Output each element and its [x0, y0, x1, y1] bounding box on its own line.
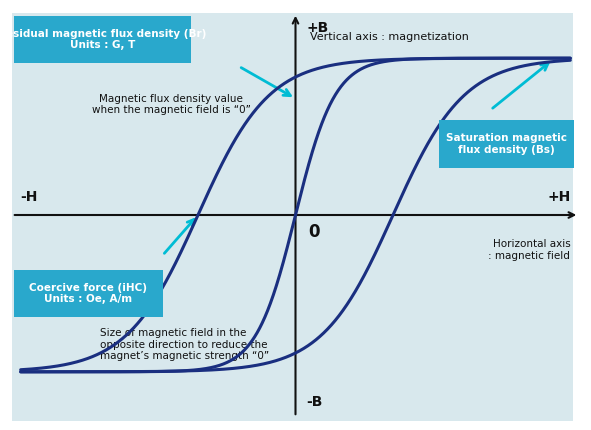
Text: Size of magnetic field in the
opposite direction to reduce the
magnet’s magnetic: Size of magnetic field in the opposite d… [100, 328, 269, 361]
Text: Saturation magnetic
flux density (Bs): Saturation magnetic flux density (Bs) [446, 133, 567, 155]
Text: Residual magnetic flux density (Br)
Units : G, T: Residual magnetic flux density (Br) Unit… [0, 29, 206, 50]
FancyBboxPatch shape [439, 120, 574, 168]
FancyBboxPatch shape [12, 13, 573, 421]
Text: Coercive force (iHC)
Units : Oe, A/m: Coercive force (iHC) Units : Oe, A/m [29, 283, 147, 304]
FancyBboxPatch shape [14, 16, 191, 63]
FancyBboxPatch shape [14, 270, 163, 317]
Text: Magnetic flux density value
when the magnetic field is “0”: Magnetic flux density value when the mag… [92, 94, 251, 115]
Text: Horizontal axis
: magnetic field: Horizontal axis : magnetic field [488, 239, 570, 261]
Text: +H: +H [547, 190, 570, 204]
Text: +B: +B [306, 21, 329, 35]
Text: 0: 0 [308, 223, 319, 241]
Text: -H: -H [21, 190, 38, 204]
Text: Vertical axis : magnetization: Vertical axis : magnetization [310, 32, 469, 42]
Text: -B: -B [306, 395, 323, 409]
